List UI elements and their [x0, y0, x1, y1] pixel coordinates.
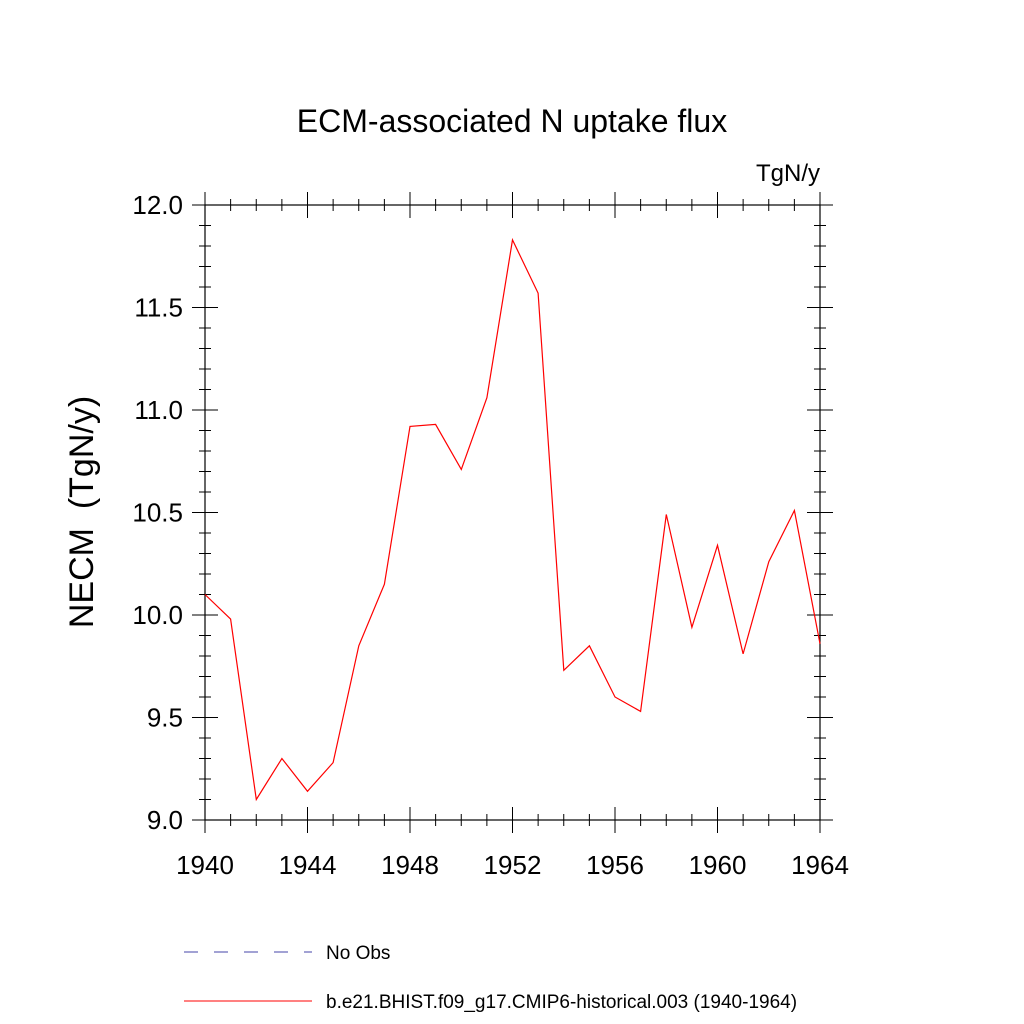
- x-tick-label: 1964: [791, 850, 849, 880]
- legend: No Obs b.e21.BHIST.f09_g17.CMIP6-historic…: [184, 943, 797, 1013]
- legend-label: No Obs: [326, 943, 390, 964]
- x-tick-label: 1944: [279, 850, 337, 880]
- y-tick-label: 11.0: [134, 395, 183, 425]
- units-label: TgN/y: [756, 160, 820, 187]
- y-tick-label: 12.0: [132, 190, 183, 220]
- y-tick-label: 9.5: [147, 703, 183, 733]
- x-tick-label: 1952: [484, 850, 542, 880]
- y-tick-label: 10.0: [132, 600, 183, 630]
- plot-area: 9.0 9.5 10.0 10.5 11.0 11.5 12.0 1940 1944 1948 19…: [132, 190, 849, 880]
- x-tick-label: 1948: [381, 850, 439, 880]
- plot-frame: [204, 204, 821, 821]
- chart-title: ECM-associated N uptake flux: [297, 103, 727, 139]
- x-tick-label: 1956: [586, 850, 644, 880]
- y-tick-label: 10.5: [132, 498, 183, 528]
- y-axis-label: NECM (TgN/y): [63, 396, 101, 628]
- y-tick-label: 11.5: [134, 293, 183, 323]
- series-line: [204, 237, 821, 802]
- y-tick-label: 9.0: [147, 805, 183, 835]
- x-tick-label: 1960: [689, 850, 747, 880]
- legend-label: b.e21.BHIST.f09_g17.CMIP6-historical.003…: [326, 992, 797, 1013]
- x-tick-label: 1940: [176, 850, 234, 880]
